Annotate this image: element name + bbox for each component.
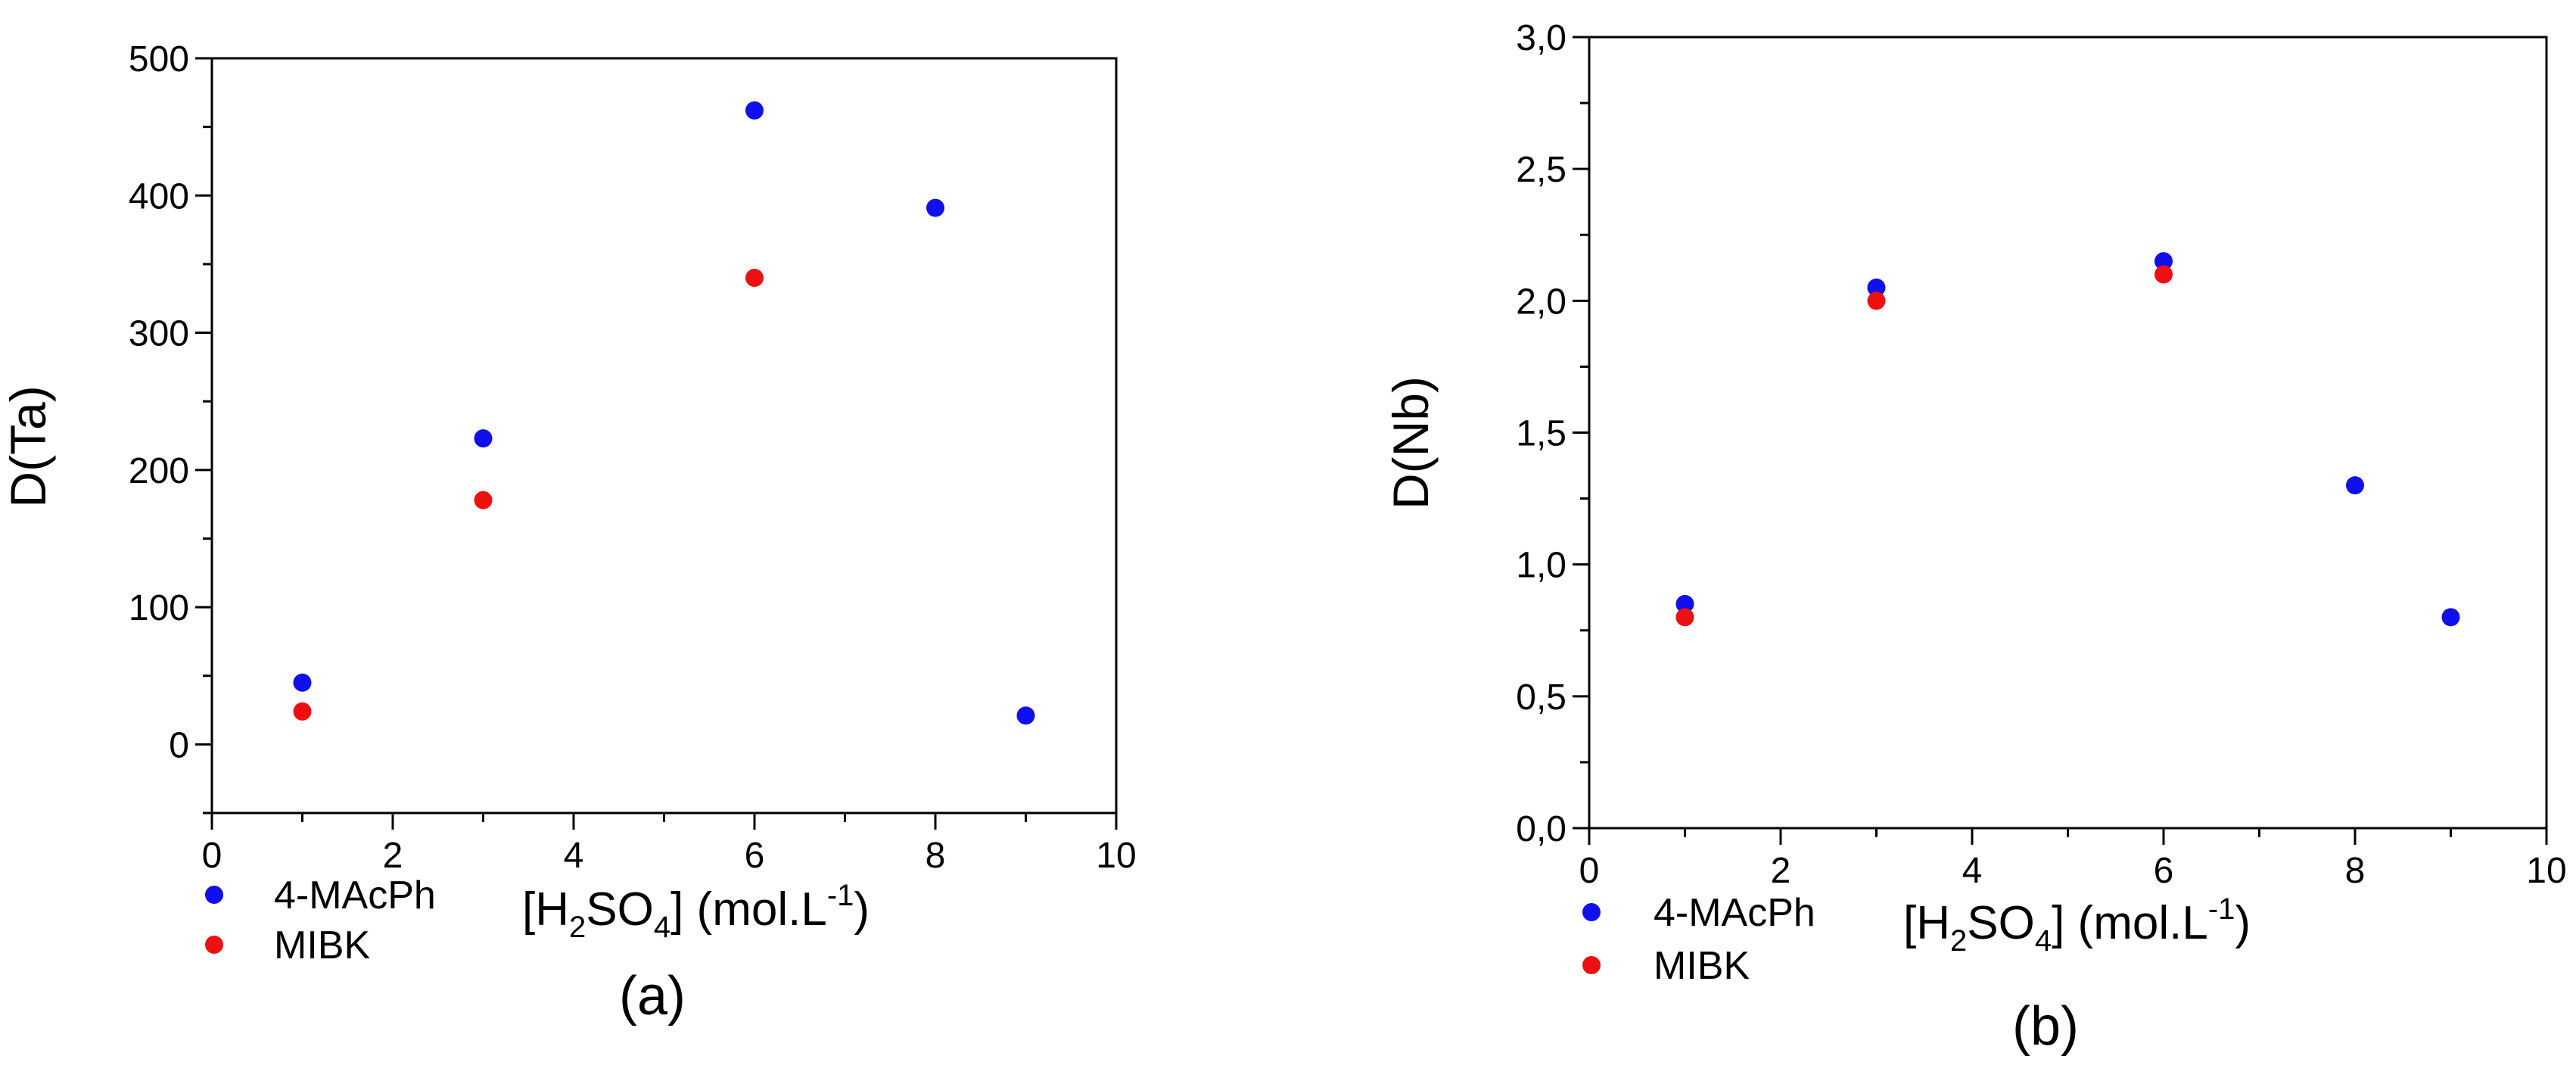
panel-b-x-tick-label: 0 <box>1579 851 1600 891</box>
panel-a-point-4-macph <box>745 101 764 120</box>
panel-b-point-4-macph <box>1675 594 1694 613</box>
panel-a-x-axis-label: [H2SO4] (mol.L-1) <box>522 879 870 944</box>
panel-b-x-tick-label: 8 <box>2345 851 2366 891</box>
panel-a-x-tick-label: 0 <box>202 836 222 876</box>
panel-a-point-mibk <box>745 269 764 288</box>
panel-b-legend-marker <box>1582 903 1601 921</box>
panel-b-x-tick-label: 6 <box>2154 851 2174 891</box>
panel-b-plot-frame <box>1588 36 2548 830</box>
panel-b-point-4-macph <box>2346 476 2364 495</box>
panel-b-point-mibk <box>1675 608 1694 627</box>
panel-b-legend-label: 4-MAcPh <box>1654 891 1815 935</box>
panel-b-y-tick-label: 3,0 <box>1516 18 1566 58</box>
panel-a-plot-frame <box>210 57 1118 815</box>
panel-b-point-mibk <box>1867 291 1886 310</box>
panel-a-legend-marker <box>205 886 223 904</box>
panel-b-legend-label: MIBK <box>1654 944 1750 988</box>
panel-a-y-tick-label: 0 <box>169 725 189 765</box>
x-axis-label-subscript: 2 <box>1950 924 1967 958</box>
x-axis-label-superscript: -1 <box>827 879 854 912</box>
panel-a-y-tick-label: 400 <box>129 176 189 216</box>
panel-a-point-mibk <box>474 491 493 509</box>
x-axis-label-subscript: 2 <box>569 911 586 944</box>
panel-b-y-tick-label: 1,5 <box>1516 414 1566 454</box>
panel-a-y-axis-label: D(Ta) <box>0 385 56 507</box>
panel-a-point-4-macph <box>293 673 312 692</box>
panel-a-y-tick-label: 300 <box>129 314 189 354</box>
panel-b-chart: 0 2 4 6 8 100,00,51,01,52,02,53,0D(Nb)[H2SO4]… <box>1383 18 2567 1057</box>
panel-a-legend-label: 4-MAcPh <box>274 874 436 917</box>
panel-b-y-tick-label: 2,0 <box>1516 282 1566 322</box>
panel-a-point-mibk <box>293 702 312 721</box>
panel-b-x-axis-label: [H2SO4] (mol.L-1) <box>1903 892 2251 958</box>
x-axis-label-part: ] (mol.L <box>670 883 827 936</box>
panel-b-y-tick-label: 0,0 <box>1516 809 1566 849</box>
x-axis-label-part: SO <box>586 883 654 936</box>
panel-a-point-4-macph <box>474 429 493 448</box>
panel-b-point-4-macph <box>2441 608 2460 627</box>
panel-b-x-tick-label: 4 <box>1962 851 1983 891</box>
panel-b-legend-marker <box>1582 956 1601 974</box>
x-axis-label-part: [H <box>522 883 569 936</box>
panel-a-legend-marker <box>205 936 223 954</box>
panel-a-x-tick-label: 4 <box>564 836 584 876</box>
panel-a-x-tick-label: 2 <box>383 836 403 876</box>
panel-b-point-mibk <box>2154 265 2173 284</box>
panel-a-x-tick-label: 6 <box>745 836 765 876</box>
panel-b-y-tick-label: 2,5 <box>1516 150 1566 190</box>
panel-b-y-axis-label: D(Nb) <box>1383 376 1439 509</box>
x-axis-label-part: [H <box>1903 897 1950 949</box>
x-axis-label-part: ) <box>854 883 870 936</box>
panel-a-panel-label: (a) <box>619 966 686 1026</box>
panel-b-point-4-macph <box>2154 252 2173 271</box>
panel-b-y-tick-label: 0,5 <box>1516 678 1566 718</box>
x-axis-label-part: SO <box>1967 897 2035 949</box>
panel-b-panel-label: (b) <box>2012 996 2079 1057</box>
x-axis-label-subscript: 4 <box>654 911 670 944</box>
x-axis-label-part: ] (mol.L <box>2052 897 2208 949</box>
panel-a-x-tick-label: 8 <box>926 836 946 876</box>
panel-b-point-4-macph <box>1867 278 1886 297</box>
x-axis-label-subscript: 4 <box>2035 924 2052 958</box>
x-axis-label-superscript: -1 <box>2208 892 2235 926</box>
panel-a-legend-label: MIBK <box>274 924 370 967</box>
panel-a-y-tick-label: 500 <box>129 39 189 79</box>
x-axis-label-part: ) <box>2235 897 2251 949</box>
panel-a-x-tick-label: 10 <box>1096 836 1136 876</box>
panel-a-point-4-macph <box>926 198 944 217</box>
panel-b-x-tick-label: 2 <box>1771 851 1791 891</box>
panel-a-y-tick-label: 100 <box>129 588 189 628</box>
panel-b-x-tick-label: 10 <box>2526 851 2566 891</box>
panel-a-point-4-macph <box>1016 706 1035 725</box>
panel-b-y-tick-label: 1,0 <box>1516 546 1566 586</box>
panel-a-y-tick-label: 200 <box>129 451 189 491</box>
